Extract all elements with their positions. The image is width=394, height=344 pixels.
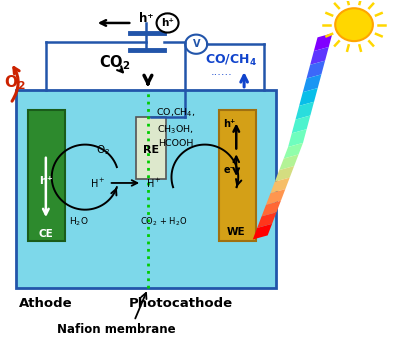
Polygon shape [310,47,329,65]
Polygon shape [296,102,314,120]
Text: H$_2$O: H$_2$O [69,215,89,228]
Text: Photocathode: Photocathode [129,298,233,310]
Text: V: V [192,39,200,49]
Bar [136,117,165,179]
Text: h⁺: h⁺ [161,18,174,28]
Polygon shape [253,224,272,239]
Circle shape [156,13,178,33]
Polygon shape [288,129,307,147]
Text: CE: CE [39,229,53,239]
Text: h⁺: h⁺ [223,119,235,129]
Text: e⁻: e⁻ [223,165,235,175]
Polygon shape [292,116,310,133]
Polygon shape [257,212,277,228]
Polygon shape [303,74,322,92]
Polygon shape [262,201,281,216]
Polygon shape [266,189,285,205]
Polygon shape [307,61,325,78]
Bar [17,90,275,289]
Text: $\mathbf{CO/CH_4}$: $\mathbf{CO/CH_4}$ [205,53,257,68]
Polygon shape [299,88,318,106]
Text: CO,CH$_4$,
CH$_3$OH,
HCOOH: CO,CH$_4$, CH$_3$OH, HCOOH [156,106,195,149]
Bar [219,110,256,240]
Text: Athode: Athode [19,298,72,310]
Text: $\mathbf{O_2}$: $\mathbf{O_2}$ [4,74,26,92]
Polygon shape [275,166,294,182]
Text: ......: ...... [211,67,232,77]
Text: CO$_2$ + H$_2$O: CO$_2$ + H$_2$O [140,215,187,228]
Text: H$^+$: H$^+$ [146,176,162,190]
Text: RE: RE [143,145,159,155]
Polygon shape [279,154,299,170]
Text: WE: WE [227,227,245,237]
Text: O$_2$: O$_2$ [96,143,110,157]
Polygon shape [270,178,290,193]
Circle shape [335,8,373,41]
Polygon shape [314,33,333,51]
Polygon shape [284,143,303,159]
Text: h⁺: h⁺ [39,175,53,185]
Text: $\mathbf{CO_2}$: $\mathbf{CO_2}$ [99,53,130,72]
Text: h⁺: h⁺ [139,12,153,25]
Text: Nafion membrane: Nafion membrane [57,323,176,336]
Text: H$^+$: H$^+$ [90,176,106,190]
Bar [28,110,65,240]
